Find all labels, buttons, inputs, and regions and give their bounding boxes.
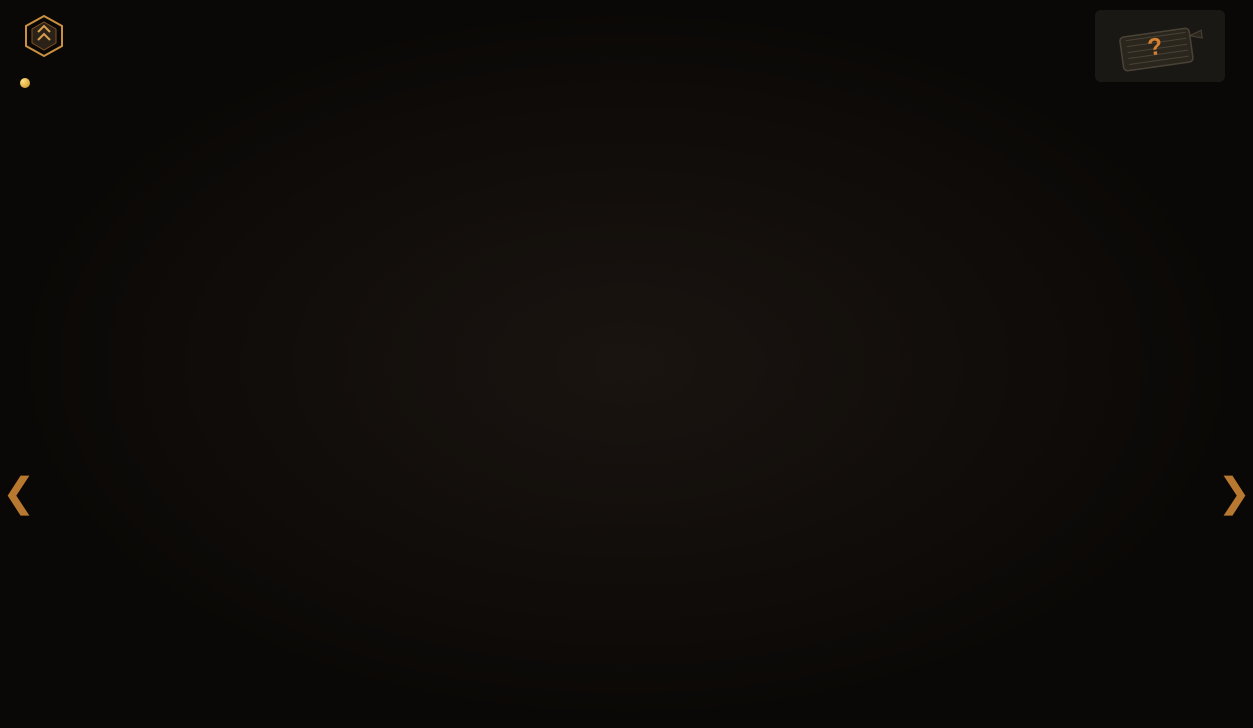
header: ?: [0, 0, 1253, 68]
tank-thumbnail: ?: [1095, 10, 1225, 82]
tank-price: [20, 78, 1253, 88]
tier-icon: [20, 12, 68, 60]
nav-next-button[interactable]: ❯: [1217, 470, 1251, 516]
gold-icon: [20, 78, 30, 88]
nav-prev-button[interactable]: ❮: [2, 470, 36, 516]
